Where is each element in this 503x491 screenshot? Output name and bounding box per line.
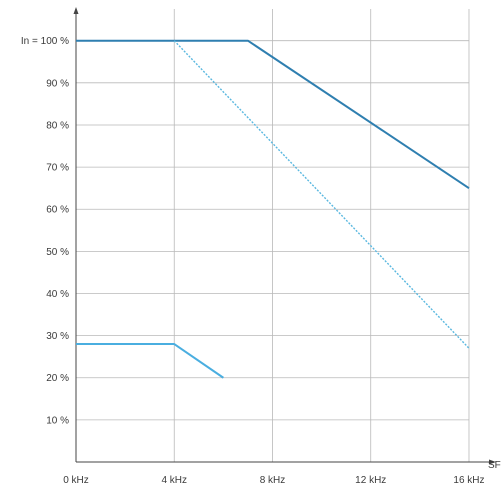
y-tick-label-4: 50 % [46,247,69,258]
x-axis-label: SF [488,460,501,471]
y-tick-label-3: 40 % [46,289,69,300]
series-line-2 [76,343,224,379]
y-tick-label-0: 10 % [46,415,69,426]
tick-labels: 10 % 20 % 30 % 40 % 50 % 60 % 70 % 80 % 90 % In =… [21,36,485,486]
x-tick-label-1: 4 kHz [161,475,187,486]
y-tick-label-6: 70 % [46,163,69,174]
y-tick-label-8: 90 % [46,78,69,89]
y-axis-arrow [73,7,79,14]
y-tick-label-7: 80 % [46,120,69,131]
y-tick-label-1: 20 % [46,373,69,384]
axes [73,7,496,465]
x-tick-label-2: 8 kHz [260,475,286,486]
x-tick-label-4: 16 kHz [453,475,484,486]
y-tick-label-5: 60 % [46,205,69,216]
x-axis-arrow [489,459,496,465]
grid [76,9,470,462]
x-tick-label-3: 12 kHz [355,475,386,486]
y-tick-label-9: In = 100 % [21,36,69,47]
series-line-1 [173,40,470,349]
y-tick-label-2: 30 % [46,331,69,342]
series-group [75,39,470,379]
x-tick-label-0: 0 kHz [63,475,89,486]
